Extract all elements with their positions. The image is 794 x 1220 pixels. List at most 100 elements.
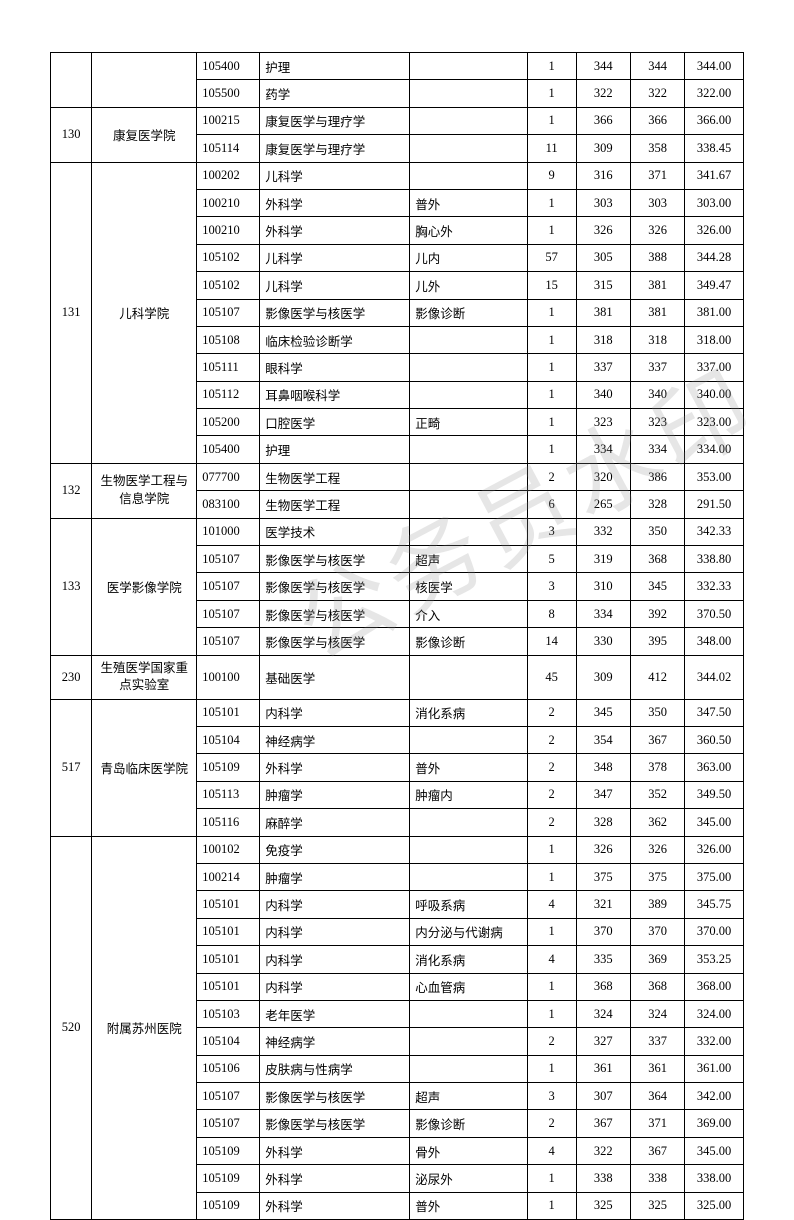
cell-sub <box>410 491 527 518</box>
cell-name: 生物医学工程 <box>260 491 410 518</box>
cell-n4: 318.00 <box>685 326 744 353</box>
cell-n2: 367 <box>576 1110 630 1137</box>
cell-dept: 青岛临床医学院 <box>92 699 197 836</box>
cell-name: 外科学 <box>260 1165 410 1192</box>
cell-name: 内科学 <box>260 973 410 1000</box>
cell-idx: 132 <box>51 463 92 518</box>
cell-sub: 影像诊断 <box>410 299 527 326</box>
cell-n3: 352 <box>630 781 684 808</box>
cell-n2: 316 <box>576 162 630 189</box>
cell-n1: 45 <box>527 655 576 699</box>
cell-code: 105107 <box>197 1083 260 1110</box>
cell-n3: 361 <box>630 1055 684 1082</box>
cell-n4: 325.00 <box>685 1192 744 1219</box>
cell-n4: 363.00 <box>685 754 744 781</box>
cell-n1: 2 <box>527 754 576 781</box>
cell-n1: 1 <box>527 53 576 80</box>
cell-sub: 胸心外 <box>410 217 527 244</box>
cell-sub <box>410 836 527 863</box>
cell-name: 康复医学与理疗学 <box>260 135 410 162</box>
cell-n4: 375.00 <box>685 863 744 890</box>
cell-n2: 265 <box>576 491 630 518</box>
cell-name: 影像医学与核医学 <box>260 600 410 627</box>
cell-sub <box>410 655 527 699</box>
cell-n1: 4 <box>527 946 576 973</box>
cell-code: 105102 <box>197 272 260 299</box>
cell-n2: 315 <box>576 272 630 299</box>
cell-name: 影像医学与核医学 <box>260 546 410 573</box>
cell-n3: 367 <box>630 726 684 753</box>
cell-n1: 1 <box>527 381 576 408</box>
cell-name: 眼科学 <box>260 354 410 381</box>
cell-n2: 328 <box>576 809 630 836</box>
cell-code: 100215 <box>197 107 260 134</box>
cell-code: 105101 <box>197 973 260 1000</box>
cell-n1: 6 <box>527 491 576 518</box>
cell-name: 皮肤病与性病学 <box>260 1055 410 1082</box>
cell-code: 105104 <box>197 726 260 753</box>
cell-n4: 344.28 <box>685 244 744 271</box>
cell-n2: 322 <box>576 80 630 107</box>
cell-n3: 378 <box>630 754 684 781</box>
cell-n2: 326 <box>576 217 630 244</box>
cell-n1: 11 <box>527 135 576 162</box>
cell-n4: 338.45 <box>685 135 744 162</box>
cell-code: 105107 <box>197 546 260 573</box>
cell-n3: 395 <box>630 628 684 655</box>
cell-n4: 348.00 <box>685 628 744 655</box>
cell-sub <box>410 863 527 890</box>
cell-name: 神经病学 <box>260 726 410 753</box>
cell-idx: 230 <box>51 655 92 699</box>
cell-n3: 325 <box>630 1192 684 1219</box>
cell-n1: 1 <box>527 217 576 244</box>
cell-code: 105107 <box>197 573 260 600</box>
cell-sub: 影像诊断 <box>410 628 527 655</box>
cell-n4: 353.25 <box>685 946 744 973</box>
cell-code: 100202 <box>197 162 260 189</box>
cell-n2: 327 <box>576 1028 630 1055</box>
cell-code: 100210 <box>197 189 260 216</box>
cell-name: 影像医学与核医学 <box>260 299 410 326</box>
cell-n1: 1 <box>527 354 576 381</box>
cell-n2: 310 <box>576 573 630 600</box>
cell-n4: 347.50 <box>685 699 744 726</box>
cell-name: 临床检验诊断学 <box>260 326 410 353</box>
cell-n1: 1 <box>527 1000 576 1027</box>
cell-n3: 381 <box>630 299 684 326</box>
cell-code: 105112 <box>197 381 260 408</box>
cell-n1: 1 <box>527 863 576 890</box>
cell-dept: 附属苏州医院 <box>92 836 197 1219</box>
cell-sub <box>410 80 527 107</box>
cell-n4: 324.00 <box>685 1000 744 1027</box>
cell-n2: 330 <box>576 628 630 655</box>
cell-n2: 347 <box>576 781 630 808</box>
cell-n3: 322 <box>630 80 684 107</box>
cell-n2: 321 <box>576 891 630 918</box>
cell-name: 耳鼻咽喉科学 <box>260 381 410 408</box>
cell-name: 生物医学工程 <box>260 463 410 490</box>
cell-sub <box>410 326 527 353</box>
cell-n1: 1 <box>527 1165 576 1192</box>
cell-name: 口腔医学 <box>260 409 410 436</box>
cell-code: 105101 <box>197 946 260 973</box>
cell-n1: 1 <box>527 918 576 945</box>
cell-n3: 350 <box>630 518 684 545</box>
cell-name: 外科学 <box>260 754 410 781</box>
cell-sub: 超声 <box>410 1083 527 1110</box>
cell-n3: 368 <box>630 546 684 573</box>
cell-sub <box>410 53 527 80</box>
cell-code: 105104 <box>197 1028 260 1055</box>
cell-n2: 368 <box>576 973 630 1000</box>
cell-n2: 334 <box>576 436 630 463</box>
cell-n4: 366.00 <box>685 107 744 134</box>
cell-n3: 337 <box>630 354 684 381</box>
table-row: 130康复医学院100215康复医学与理疗学1366366366.00 <box>51 107 744 134</box>
cell-n1: 2 <box>527 726 576 753</box>
cell-n3: 388 <box>630 244 684 271</box>
cell-n4: 381.00 <box>685 299 744 326</box>
cell-n3: 318 <box>630 326 684 353</box>
cell-code: 105400 <box>197 436 260 463</box>
cell-sub: 消化系病 <box>410 699 527 726</box>
cell-n2: 326 <box>576 836 630 863</box>
cell-name: 影像医学与核医学 <box>260 1110 410 1137</box>
